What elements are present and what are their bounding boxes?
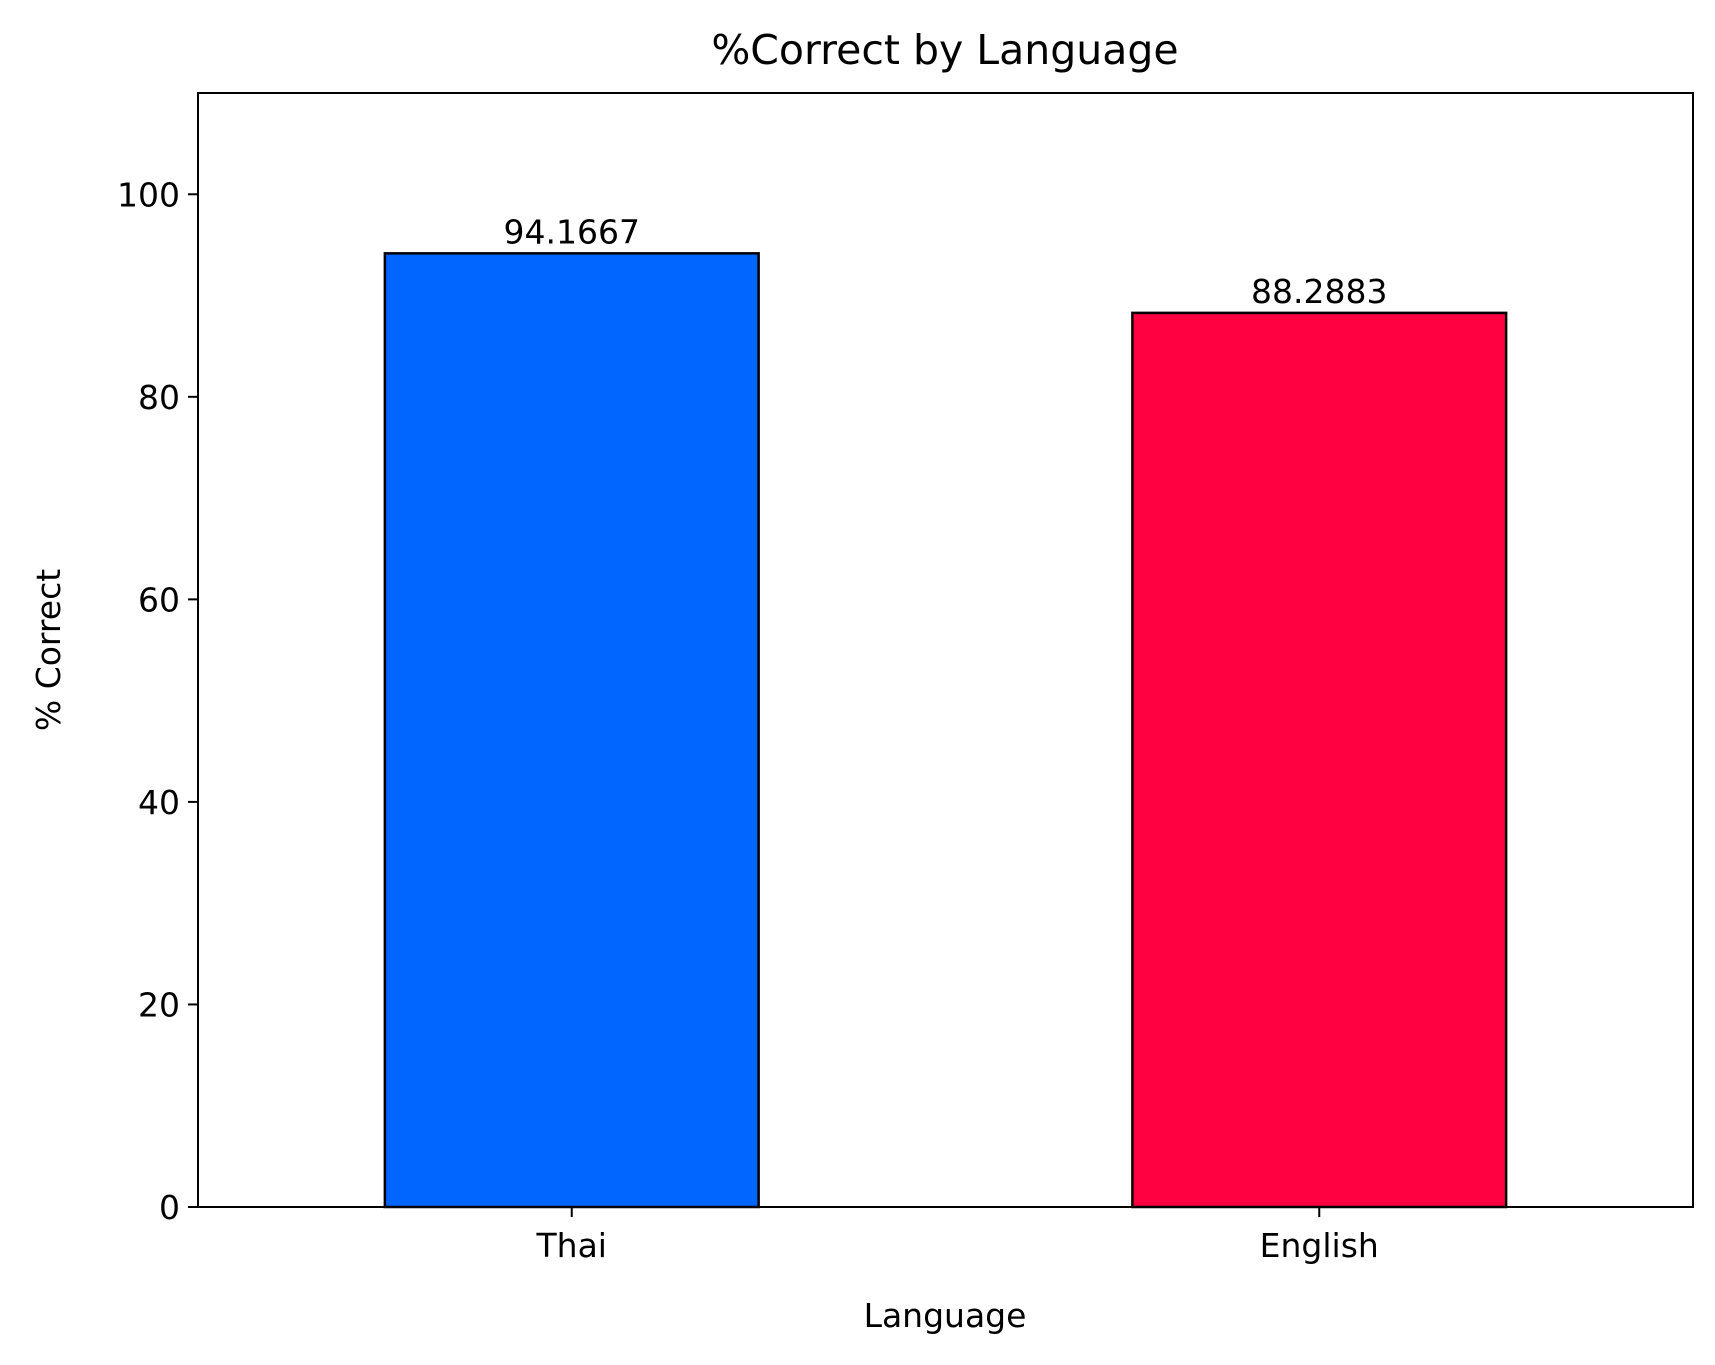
x-axis-label: Language <box>864 1296 1027 1335</box>
x-tick-label-english: English <box>1260 1226 1379 1265</box>
chart-title: %Correct by Language <box>711 26 1178 74</box>
x-tick-label-thai: Thai <box>536 1226 607 1265</box>
y-tick-label-0: 0 <box>159 1188 180 1227</box>
x-axis: Thai English <box>536 1207 1379 1265</box>
y-tick-label-40: 40 <box>138 783 180 822</box>
data-label-thai: 94.1667 <box>504 212 640 251</box>
y-tick-label-20: 20 <box>138 985 180 1024</box>
bar-english <box>1131 311 1508 1209</box>
bar-thai <box>383 252 760 1209</box>
data-label-english: 88.2883 <box>1251 272 1387 311</box>
y-tick-label-60: 60 <box>138 580 180 619</box>
y-tick-label-80: 80 <box>138 378 180 417</box>
y-tick-label-100: 100 <box>117 175 180 214</box>
y-axis: 0 20 40 60 80 100 <box>117 175 198 1227</box>
y-axis-label: % Correct <box>29 569 68 731</box>
plot-frame <box>197 92 1694 1208</box>
bars-layer: 94.1667 88.2883 <box>383 212 1508 1209</box>
